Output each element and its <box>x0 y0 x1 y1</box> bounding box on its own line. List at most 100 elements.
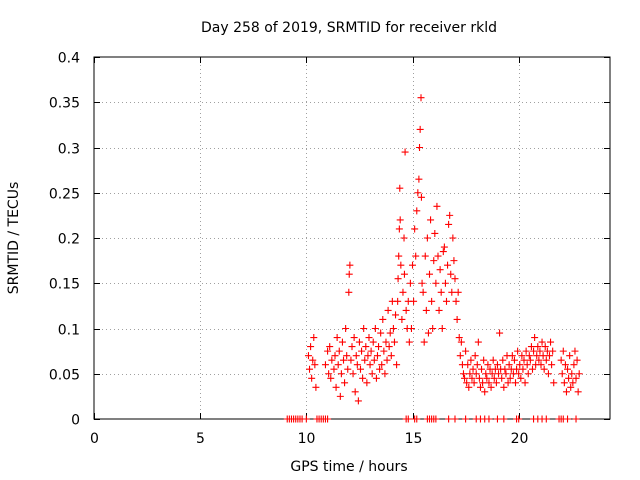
data-point <box>557 356 565 364</box>
data-point <box>515 370 523 378</box>
data-point <box>520 356 528 364</box>
data-point <box>392 311 400 319</box>
data-point <box>504 379 512 387</box>
x-tick-label: 15 <box>405 431 423 447</box>
data-point <box>518 352 526 360</box>
data-point <box>398 315 406 323</box>
data-point <box>446 211 454 219</box>
data-point <box>534 343 542 351</box>
data-point <box>530 347 538 355</box>
data-point <box>304 352 312 360</box>
data-point <box>467 356 475 364</box>
data-point <box>428 297 436 305</box>
data-point <box>432 415 440 423</box>
data-point <box>535 356 543 364</box>
y-tick-label: 0 <box>71 413 80 429</box>
data-point <box>541 343 549 351</box>
data-point <box>416 144 424 151</box>
data-point <box>566 352 574 360</box>
data-point <box>344 365 352 373</box>
data-point <box>570 361 578 369</box>
data-point <box>521 379 529 387</box>
data-point <box>567 383 575 391</box>
data-point <box>351 388 359 396</box>
data-point <box>475 374 483 382</box>
data-point <box>483 374 491 382</box>
data-point <box>572 374 580 382</box>
data-point <box>500 415 508 423</box>
data-point <box>309 356 317 364</box>
x-tick-label: 10 <box>298 431 316 447</box>
y-tick-labels: 0 0.05 0.1 0.15 0.2 0.25 0.3 0.35 0.4 <box>49 51 80 429</box>
data-point <box>430 257 438 265</box>
data-point <box>369 338 377 346</box>
data-point <box>395 252 403 260</box>
data-point <box>414 189 422 197</box>
data-point <box>349 370 357 378</box>
data-point <box>345 288 353 296</box>
data-point <box>473 361 481 369</box>
data-point <box>423 234 431 242</box>
data-point <box>413 207 421 215</box>
data-point <box>437 288 445 296</box>
data-point <box>470 379 478 387</box>
data-point <box>462 347 470 355</box>
data-point <box>540 365 548 373</box>
data-point <box>346 261 354 269</box>
data-point <box>347 356 355 364</box>
data-point <box>468 374 476 382</box>
data-point <box>558 370 566 378</box>
data-point <box>501 365 509 373</box>
data-point <box>499 356 507 364</box>
x-axis-label: GPS time / hours <box>290 459 407 475</box>
data-point <box>335 347 343 355</box>
data-point <box>537 361 545 369</box>
data-point <box>550 379 558 387</box>
data-point <box>485 379 493 387</box>
data-point <box>422 306 430 314</box>
data-point <box>548 361 556 369</box>
data-point <box>485 415 493 423</box>
data-point <box>377 329 385 337</box>
data-point <box>419 288 427 296</box>
data-point <box>542 356 550 364</box>
data-point <box>429 325 437 332</box>
data-point <box>366 361 374 369</box>
data-point <box>479 379 487 387</box>
data-point <box>463 379 471 387</box>
y-tick-label: 0.4 <box>58 51 80 67</box>
data-point <box>533 352 541 360</box>
data-point <box>336 392 344 400</box>
data-point <box>459 370 467 378</box>
data-point <box>568 370 576 378</box>
data-point <box>380 347 388 355</box>
data-points <box>283 94 583 423</box>
data-point <box>345 270 353 278</box>
data-point <box>500 383 508 391</box>
data-point <box>449 234 457 242</box>
data-point <box>575 370 583 378</box>
data-point <box>549 347 557 355</box>
data-point <box>325 370 333 378</box>
data-point <box>331 352 339 360</box>
data-point <box>355 338 363 346</box>
data-point <box>431 229 439 237</box>
data-point <box>387 352 395 360</box>
data-point <box>412 252 420 260</box>
data-point <box>308 374 316 382</box>
data-point <box>362 343 370 351</box>
data-point <box>381 370 389 378</box>
data-point <box>330 365 338 373</box>
data-point <box>393 361 401 369</box>
data-point <box>417 193 425 201</box>
data-point <box>390 338 398 346</box>
x-tick-label: 20 <box>511 431 529 447</box>
data-point <box>396 184 404 192</box>
grid <box>94 57 610 419</box>
data-point <box>492 379 500 387</box>
data-point <box>456 352 464 360</box>
data-point <box>367 347 375 355</box>
data-point <box>420 338 428 346</box>
data-point <box>453 315 461 323</box>
data-point <box>405 338 413 346</box>
